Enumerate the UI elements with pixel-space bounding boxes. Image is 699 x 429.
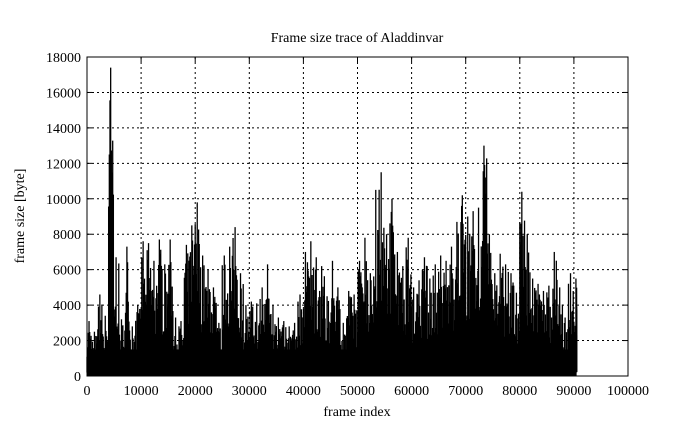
series-trace <box>86 67 578 376</box>
y-tick-label: 12000 <box>46 157 81 172</box>
x-tick-label: 50000 <box>340 384 375 399</box>
y-tick-label: 8000 <box>53 228 81 243</box>
y-axis-label: frame size [byte] <box>13 169 28 264</box>
y-tick-label: 14000 <box>46 122 81 137</box>
y-tick-label: 18000 <box>46 51 81 66</box>
x-tick-label: 70000 <box>448 384 483 399</box>
y-tick-label: 4000 <box>53 299 81 314</box>
x-tick-label: 0 <box>84 384 91 399</box>
x-tick-label: 40000 <box>286 384 321 399</box>
axis-ticks: 0 10000 20000 30000 40000 50000 60000 70000 8000… <box>46 51 649 399</box>
y-tick-label: 6000 <box>53 264 81 279</box>
y-tick-label: 0 <box>74 370 81 385</box>
x-tick-label: 100000 <box>607 384 649 399</box>
y-tick-label: 2000 <box>53 335 81 350</box>
x-tick-label: 10000 <box>124 384 159 399</box>
x-axis-label: frame index <box>323 405 390 420</box>
x-tick-label: 60000 <box>394 384 429 399</box>
y-tick-label: 16000 <box>46 86 81 101</box>
x-tick-label: 90000 <box>556 384 591 399</box>
chart-title: Frame size trace of Aladdinvar <box>271 31 444 46</box>
x-tick-label: 20000 <box>178 384 213 399</box>
x-tick-label: 80000 <box>502 384 537 399</box>
y-tick-label: 10000 <box>46 193 81 208</box>
x-tick-label: 30000 <box>232 384 267 399</box>
